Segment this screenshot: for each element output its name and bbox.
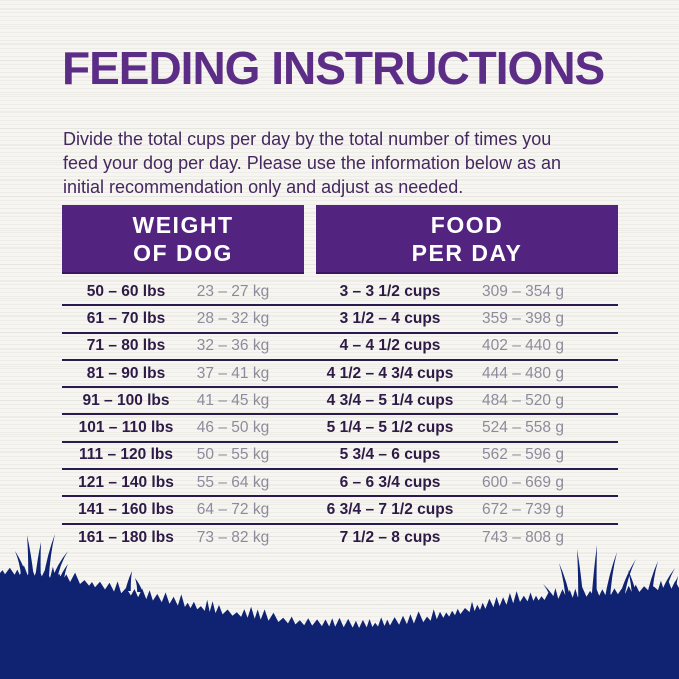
table-row: 81 – 90 lbs 37 – 41 kg 4 1/2 – 4 3/4 cup… [62, 361, 618, 389]
weight-lbs: 161 – 180 lbs [78, 529, 174, 547]
food-grams: 524 – 558 g [482, 419, 564, 437]
grass-silhouette [0, 534, 679, 679]
food-grams: 743 – 808 g [482, 529, 564, 547]
intro-line-2: feed your dog per day. Please use the in… [63, 153, 561, 173]
intro-text: Divide the total cups per day by the tot… [63, 127, 561, 199]
intro-line-3: initial recommendation only and adjust a… [63, 177, 464, 197]
col-header-weight-line1: WEIGHT [132, 211, 234, 238]
table-row: 91 – 100 lbs 41 – 45 kg 4 3/4 – 5 1/4 cu… [62, 388, 618, 416]
food-cups: 3 1/2 – 4 cups [339, 309, 441, 327]
food-cups: 4 3/4 – 5 1/4 cups [326, 391, 454, 409]
grass-ground-shape [0, 534, 679, 679]
food-cups: 4 1/2 – 4 3/4 cups [326, 364, 454, 382]
food-grams: 600 – 669 g [482, 473, 564, 491]
table-row: 50 – 60 lbs 23 – 27 kg 3 – 3 1/2 cups 30… [62, 279, 618, 307]
food-grams: 402 – 440 g [482, 337, 564, 355]
food-cups: 6 3/4 – 7 1/2 cups [326, 501, 454, 519]
weight-lbs: 91 – 100 lbs [82, 391, 170, 409]
food-grams: 444 – 480 g [482, 364, 564, 382]
col-header-food-line1: FOOD [430, 211, 504, 238]
food-cups: 7 1/2 – 8 cups [339, 529, 441, 547]
col-header-food-per-day: FOOD PER DAY [316, 205, 618, 274]
weight-lbs: 61 – 70 lbs [86, 309, 166, 327]
weight-kg: 23 – 27 kg [196, 282, 270, 300]
table-row: 101 – 110 lbs 46 – 50 kg 5 1/4 – 5 1/2 c… [62, 415, 618, 443]
food-cups: 3 – 3 1/2 cups [339, 282, 441, 300]
page-title: FEEDING INSTRUCTIONS [62, 42, 605, 94]
weight-lbs: 121 – 140 lbs [78, 473, 174, 491]
table-row: 71 – 80 lbs 32 – 36 kg 4 – 4 1/2 cups 40… [62, 334, 618, 361]
weight-lbs: 101 – 110 lbs [78, 419, 174, 437]
weight-kg: 64 – 72 kg [196, 501, 270, 519]
feeding-table-body: 50 – 60 lbs 23 – 27 kg 3 – 3 1/2 cups 30… [62, 279, 618, 552]
weight-lbs: 50 – 60 lbs [86, 282, 166, 300]
col-header-weight-of-dog: WEIGHT OF DOG [62, 205, 304, 274]
weight-kg: 41 – 45 kg [196, 391, 270, 409]
weight-kg: 50 – 55 kg [196, 446, 270, 464]
table-row: 141 – 160 lbs 64 – 72 kg 6 3/4 – 7 1/2 c… [62, 497, 618, 525]
food-grams: 484 – 520 g [482, 391, 564, 409]
food-cups: 5 3/4 – 6 cups [339, 446, 441, 464]
intro-line-1: Divide the total cups per day by the tot… [63, 129, 552, 149]
food-grams: 309 – 354 g [482, 282, 564, 300]
food-grams: 562 – 596 g [482, 446, 564, 464]
weight-kg: 32 – 36 kg [196, 337, 270, 355]
table-row: 161 – 180 lbs 73 – 82 kg 7 1/2 – 8 cups … [62, 525, 618, 552]
weight-kg: 55 – 64 kg [196, 473, 270, 491]
table-row: 61 – 70 lbs 28 – 32 kg 3 1/2 – 4 cups 35… [62, 306, 618, 334]
weight-lbs: 141 – 160 lbs [78, 501, 174, 519]
table-row: 121 – 140 lbs 55 – 64 kg 6 – 6 3/4 cups … [62, 470, 618, 498]
food-cups: 4 – 4 1/2 cups [339, 337, 441, 355]
weight-lbs: 111 – 120 lbs [79, 446, 173, 464]
weight-kg: 28 – 32 kg [196, 309, 270, 327]
food-cups: 6 – 6 3/4 cups [339, 473, 441, 491]
table-row: 111 – 120 lbs 50 – 55 kg 5 3/4 – 6 cups … [62, 443, 618, 471]
col-header-weight-line2: OF DOG [133, 239, 233, 266]
weight-kg: 46 – 50 kg [196, 419, 270, 437]
weight-kg: 73 – 82 kg [196, 529, 270, 547]
weight-lbs: 71 – 80 lbs [86, 337, 166, 355]
food-grams: 359 – 398 g [482, 309, 564, 327]
weight-lbs: 81 – 90 lbs [86, 364, 166, 382]
col-header-food-line2: PER DAY [411, 239, 523, 266]
weight-kg: 37 – 41 kg [196, 364, 270, 382]
food-grams: 672 – 739 g [482, 501, 564, 519]
food-cups: 5 1/4 – 5 1/2 cups [326, 419, 454, 437]
